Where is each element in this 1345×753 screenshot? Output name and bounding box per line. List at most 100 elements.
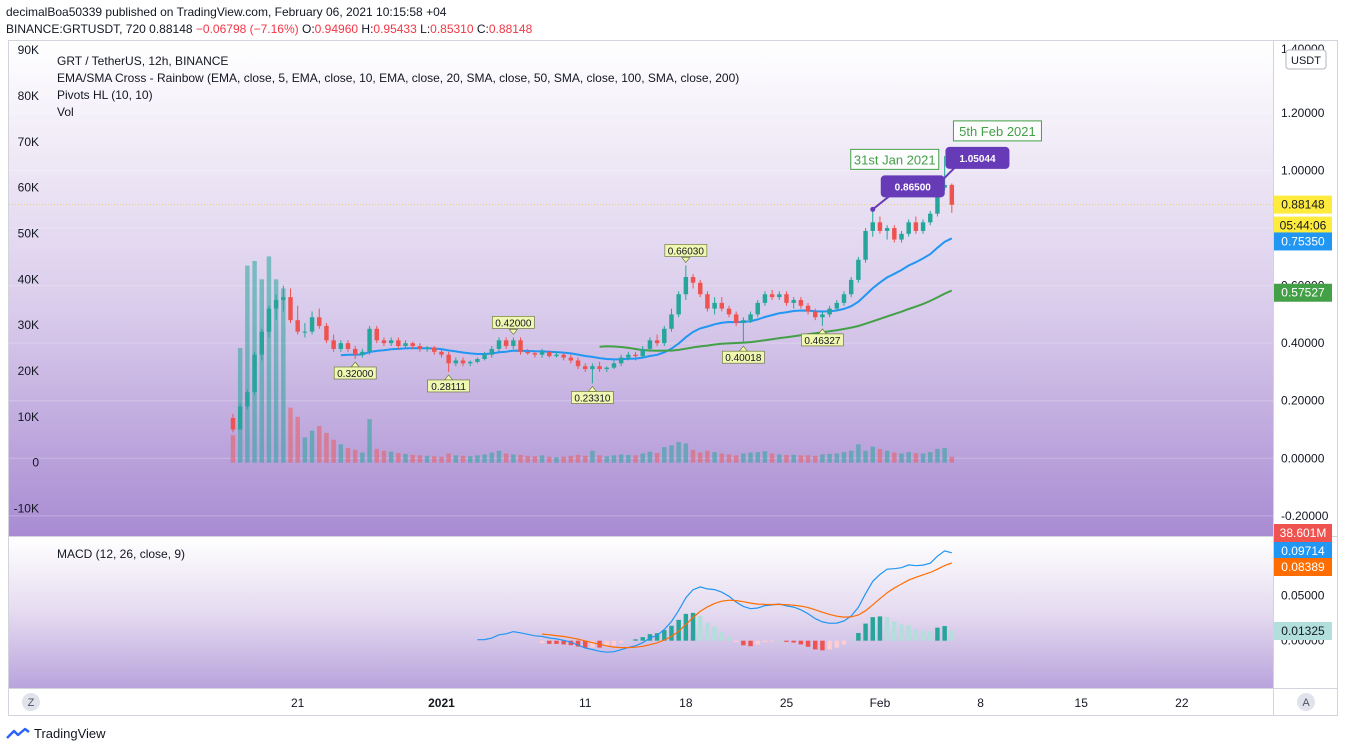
moving-averages [340,237,953,361]
candle-body [338,343,344,349]
pivot-label-box [571,391,614,404]
candle-body [511,340,516,347]
currency-button[interactable]: USDT [1285,49,1327,70]
time-tick-label: 11 [579,696,592,710]
volume-bar [769,453,775,463]
auto-scale-left-button[interactable]: Z [22,693,40,711]
candle-body [503,340,509,347]
candle-body [640,348,645,357]
candle-body [582,366,588,370]
candle-body [367,328,372,352]
candle-body [252,354,257,393]
macd-histogram-bar [928,631,933,641]
candle-body [899,233,904,240]
pivot-pointer [681,257,691,263]
macd-histogram-bar [604,640,610,647]
high-label: H: [361,22,374,36]
volume-bar [482,454,487,463]
macd-histogram-bar [640,637,645,641]
candle-body [281,297,286,301]
macd-histogram-bar [683,613,689,641]
candle-body [568,357,574,361]
volume-bar [928,452,933,463]
candle-body [324,325,329,341]
macd-histogram-bar [741,640,746,646]
date-annotation: 31st Jan 2021 [854,152,936,167]
price-chart[interactable]: 0.32000 0.28111 0.42000 0.23310 0.66030 0.400… [9,41,1338,716]
macd-histogram-bar [834,640,840,648]
volume-bar [273,279,279,463]
candle-body [273,300,279,309]
volume-bar [324,432,329,463]
price-label: 0.57527 [1281,286,1325,300]
candle-body [884,228,890,231]
price-label: 38.601M [1280,526,1327,540]
price-tick-label: 0.20000 [1281,394,1325,408]
time-tick-label: 8 [977,696,984,710]
macd-histogram-bar [733,640,739,643]
volume-bar [403,453,408,463]
price-label-box [1274,195,1332,214]
low-label: L: [420,22,431,36]
candle-body [230,418,236,430]
chart-container[interactable]: 0.32000 0.28111 0.42000 0.23310 0.66030 0.400… [8,40,1338,716]
volume-bar [388,451,394,463]
volume-bar [841,452,847,463]
date-annotation-box [850,148,940,170]
volume-bar [554,457,559,463]
volume-bar [899,453,904,463]
volume-tick-label: 80K [18,89,39,103]
candle-body [669,314,674,329]
volume-bar [733,455,739,463]
candle-body [769,294,775,298]
volume-bar [935,448,940,463]
candles [230,156,955,433]
volume-bar [345,448,351,463]
volume-tick-label: 10K [18,410,39,424]
open-value: 0.94960 [314,22,359,36]
volume-bar [820,454,825,463]
volume-bar [611,455,617,463]
auto-scale-right-button[interactable]: A [1297,693,1315,711]
pivot-label-box [664,244,708,257]
macd-histogram-bar [784,640,789,642]
pivot-label: 0.66030 [668,246,705,257]
scale-right-label: A [1302,697,1310,709]
ema-20-line [340,237,953,361]
volume-tick-label: -10K [14,502,39,516]
volume-bar [798,455,804,463]
price-tick-label: 1.00000 [1281,164,1325,178]
candle-body [590,366,595,370]
candle-body [741,320,746,324]
volume-bar [726,454,732,463]
volume-bar [424,455,430,463]
candle-body [237,406,243,430]
candle-body [396,340,401,347]
candle-body [288,297,293,321]
time-tick-label: 25 [780,696,794,710]
volume-bar [784,454,789,463]
callout-value: 1.05044 [959,154,996,165]
candle-body [467,361,473,364]
macd-histogram-bar [762,640,768,642]
volume-bar [230,435,236,463]
volume-bar [432,456,437,463]
macd-label: 0.08389 [1281,560,1325,574]
candle-body [446,354,451,364]
candle-body [791,300,796,303]
volume-bar [532,456,538,463]
volume-bar [575,454,581,463]
pivot-label: 0.42000 [495,318,532,329]
macd-histogram-bar [726,636,732,641]
volume-bar [777,454,782,463]
volume-bar [626,454,631,463]
candle-body [439,351,444,355]
candle-body [331,340,336,349]
candle-body [302,331,308,333]
pivot-pointer [508,329,518,335]
macd-histogram-bar [626,640,631,642]
macd-histogram-bar [813,640,818,650]
candle-body [417,346,423,349]
volume-bar [590,450,595,463]
macd-label-box [1274,558,1332,576]
